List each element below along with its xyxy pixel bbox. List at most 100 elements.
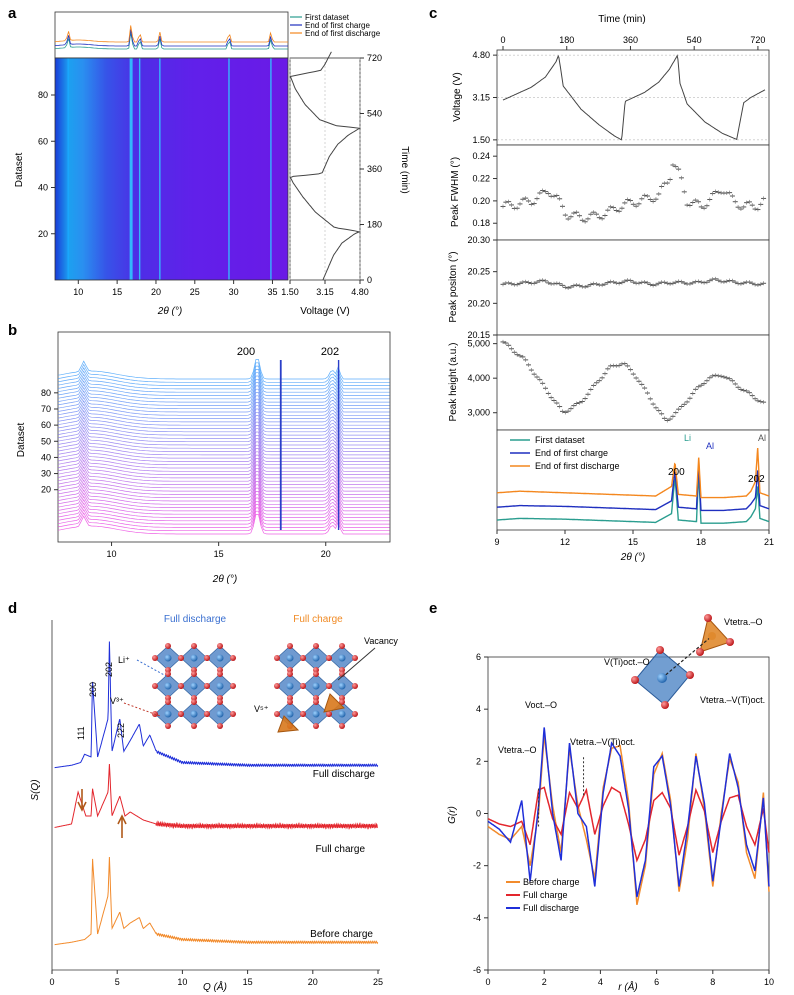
panel-c-x-axis: 9 12 15 18 21	[494, 530, 774, 547]
panel-b-frame	[57, 331, 391, 543]
oxygen-atom	[152, 683, 158, 689]
oxygen-atom	[339, 699, 345, 705]
time-tick-label: 360	[623, 35, 638, 45]
waterfall-trace	[57, 510, 390, 532]
y-tick-label: 2	[476, 756, 481, 766]
oxygen-atom	[217, 643, 223, 649]
panel-d-x-axis: 0 5 10 15 20 25	[49, 970, 383, 987]
oxygen-atom	[191, 723, 197, 729]
waterfall-trace	[57, 474, 390, 495]
panel-e-local-structure	[631, 614, 734, 709]
oxygen-atom	[217, 671, 223, 677]
y-tick-label: 0.20	[472, 196, 490, 206]
panel-a-legend: First dataset End of first charge End of…	[290, 13, 381, 38]
pattern-line	[497, 447, 770, 499]
panel-e-x-label: r (Å)	[618, 980, 637, 993]
voltage-curve	[502, 54, 766, 141]
cation-atom	[338, 682, 346, 690]
y-tick-label: 0.22	[472, 174, 490, 184]
waterfall-trace	[57, 418, 390, 439]
waterfall-trace	[57, 434, 390, 456]
oxygen-atom	[204, 683, 210, 689]
waterfall-trace	[57, 504, 390, 525]
top-pattern-line	[54, 32, 288, 50]
panel-a-time-label: Time (min)	[399, 146, 410, 193]
panel-c-legend-first: First dataset	[535, 435, 585, 445]
panel-a-y-label: Dataset	[14, 153, 25, 188]
oxygen-atom	[230, 711, 236, 717]
oxygen-atom	[191, 699, 197, 705]
arrow-up-icon	[117, 814, 127, 838]
top-pattern-line	[54, 25, 288, 43]
waterfall-trace	[57, 402, 390, 423]
top-pattern-line	[54, 29, 288, 47]
panel-a-voltage-axis: 1.50 3.15 4.80	[281, 280, 369, 297]
y-tick-label: 0.24	[472, 151, 490, 161]
panel-c-height-frame	[496, 334, 770, 431]
panel-e-legend-charge: Full charge	[523, 890, 568, 900]
panel-c-x-label: 2θ (°)	[620, 552, 645, 563]
panel-a-time-axis: 0 180 360 540 720	[360, 53, 382, 285]
oxygen-atom	[230, 655, 236, 661]
waterfall-trace	[57, 405, 390, 426]
panel-a-legend-first: First dataset	[305, 13, 350, 22]
panel-a-heatmap-peaks	[67, 58, 272, 280]
waterfall-trace	[57, 458, 390, 479]
time-tick-label: 0	[500, 35, 505, 45]
oxygen-atom	[631, 676, 639, 684]
panel-d-curves	[54, 641, 379, 946]
tetrahedron	[277, 715, 300, 733]
voltage-tick-label: 1.50	[472, 135, 490, 145]
x-tick-label: 12	[560, 537, 570, 547]
oxygen-atom	[191, 643, 197, 649]
oxygen-atom	[326, 683, 332, 689]
oxygen-atom	[704, 614, 712, 622]
oxygen-atom	[313, 671, 319, 677]
x-tick-label: 18	[696, 537, 706, 547]
x-tick-label: 21	[764, 537, 774, 547]
cation-atom	[286, 710, 294, 718]
y-tick-label: 20.30	[467, 235, 490, 245]
panel-d-struct-title-charge: Full charge	[293, 614, 343, 625]
cation-atom	[190, 710, 198, 718]
y-tick-label: 20	[38, 229, 48, 239]
panel-e-legend: Before charge Full charge Full discharge	[506, 877, 580, 913]
oxygen-atom	[165, 643, 171, 649]
x-tick-label: 15	[243, 977, 253, 987]
cation-atom	[190, 654, 198, 662]
voltage-tick-label: 4.80	[351, 287, 369, 297]
panel-e-x-axis: 0 2 4 6 8 10	[485, 970, 774, 987]
panel-e-curves	[487, 727, 770, 905]
panel-a: a First dataset End of first charge End …	[8, 5, 410, 317]
panel-d-peak-202: 202	[104, 662, 114, 677]
y-tick-label: 5,000	[467, 339, 490, 349]
waterfall-trace	[57, 398, 390, 419]
oxygen-atom	[696, 648, 704, 656]
x-tick-label: 0	[49, 977, 54, 987]
oxygen-atom	[339, 643, 345, 649]
panel-e-legend-discharge: Full discharge	[523, 903, 579, 913]
oxygen-atom	[287, 671, 293, 677]
oxygen-atom	[326, 655, 332, 661]
y-tick-label: -6	[473, 965, 481, 975]
x-tick-label: 10	[764, 977, 774, 987]
y-tick-label: 20	[41, 485, 51, 495]
waterfall-trace	[57, 507, 390, 528]
panel-b-letter: b	[8, 322, 17, 339]
panel-a-legend-discharge: End of first discharge	[305, 29, 381, 38]
oxygen-atom	[165, 723, 171, 729]
oxygen-atom	[204, 711, 210, 717]
waterfall-trace	[57, 500, 390, 522]
oxygen-atom	[313, 643, 319, 649]
time-tick-label: 180	[559, 35, 574, 45]
waterfall-trace	[57, 382, 390, 403]
x-tick-label: 30	[229, 287, 239, 297]
panel-a-heatmap-frame	[54, 57, 289, 281]
panel-a-legend-charge: End of first charge	[305, 21, 370, 30]
panel-d-peak-111: 111	[76, 726, 86, 740]
oxygen-atom	[217, 723, 223, 729]
waterfall-trace	[57, 494, 390, 515]
cation-atom	[164, 654, 172, 662]
time-tick-label: 720	[750, 35, 765, 45]
waterfall-trace	[57, 375, 390, 396]
